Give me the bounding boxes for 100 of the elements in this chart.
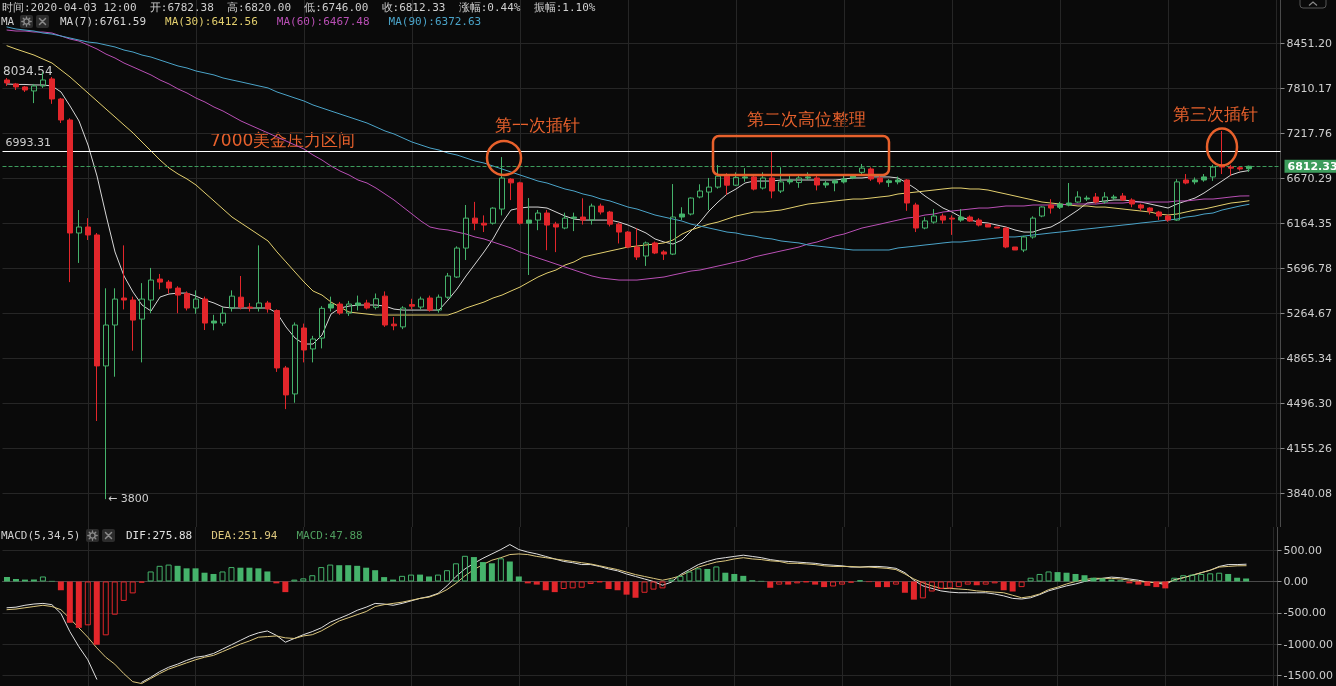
bar xyxy=(111,581,118,615)
candlestick xyxy=(157,273,163,290)
bar xyxy=(560,581,567,589)
candlestick xyxy=(751,173,757,191)
candlestick xyxy=(94,232,100,422)
candlestick xyxy=(1057,201,1063,210)
y-tick-label: 4155.26 xyxy=(1286,441,1332,455)
candlestick xyxy=(256,244,262,313)
candlestick xyxy=(391,316,397,331)
candlestick xyxy=(1075,190,1081,204)
bar xyxy=(1198,573,1205,582)
bar xyxy=(542,581,549,591)
y-tick-label: 5264.67 xyxy=(1286,306,1332,320)
candlestick xyxy=(697,183,703,199)
candlestick xyxy=(1003,226,1009,249)
bar xyxy=(39,576,46,582)
candlestick xyxy=(913,202,919,233)
candlestick xyxy=(175,285,181,314)
candlestick xyxy=(481,214,487,233)
bar xyxy=(883,581,890,588)
bar xyxy=(506,561,513,582)
bar xyxy=(973,581,980,586)
candlestick xyxy=(679,206,685,221)
candlestick xyxy=(184,290,190,311)
candlestick xyxy=(985,223,991,228)
bar xyxy=(479,562,486,582)
candlestick xyxy=(265,300,271,314)
candlestick xyxy=(661,249,667,261)
candlestick xyxy=(931,208,937,225)
candlestick xyxy=(229,289,235,313)
bar xyxy=(426,576,433,582)
bar xyxy=(578,581,585,588)
y-tick-label: -500.00 xyxy=(1283,606,1327,620)
candlestick xyxy=(1156,210,1162,221)
candlestick xyxy=(382,290,388,328)
bar xyxy=(363,567,370,582)
bar xyxy=(821,581,828,588)
bar xyxy=(892,581,899,585)
bar xyxy=(1144,581,1151,586)
bar xyxy=(937,581,944,589)
bar xyxy=(228,567,235,582)
bar xyxy=(533,581,540,585)
bar xyxy=(255,568,262,582)
candlestick xyxy=(724,172,730,196)
candlestick xyxy=(346,300,352,317)
candlestick xyxy=(301,323,307,363)
bar xyxy=(1027,577,1034,582)
candlestick xyxy=(112,287,118,378)
candlestick xyxy=(814,175,820,191)
bar xyxy=(515,576,522,582)
bar xyxy=(910,581,917,600)
y-tick-label: 7217.76 xyxy=(1286,126,1332,140)
candlestick xyxy=(742,167,748,183)
candlestick xyxy=(841,175,847,184)
candlestick xyxy=(517,181,523,226)
bar xyxy=(614,581,621,591)
bar xyxy=(551,581,558,593)
bar xyxy=(785,581,792,585)
bar xyxy=(650,581,657,590)
candlestick xyxy=(1210,164,1216,182)
candlestick xyxy=(625,230,631,249)
candlestick xyxy=(1093,192,1099,205)
annotation: 第二次高位整理 xyxy=(747,108,866,129)
bar xyxy=(569,581,576,589)
candlestick xyxy=(1039,205,1045,218)
bar xyxy=(1243,578,1250,582)
bar xyxy=(695,568,702,582)
bar xyxy=(461,555,468,582)
bar xyxy=(443,570,450,582)
candlestick xyxy=(796,173,802,189)
bar xyxy=(372,570,379,582)
bar xyxy=(300,578,307,582)
candlestick xyxy=(1138,203,1144,212)
candlestick xyxy=(787,175,793,185)
candlestick xyxy=(670,183,676,256)
candlestick xyxy=(508,177,514,201)
candlestick xyxy=(130,296,136,352)
y-tick-label: 0.00 xyxy=(1283,574,1309,588)
bar xyxy=(686,571,693,582)
bar xyxy=(381,577,388,582)
bar xyxy=(677,575,684,582)
y-tick-label: 6670.29 xyxy=(1286,171,1332,185)
candlestick xyxy=(49,76,55,105)
bar xyxy=(1081,575,1088,582)
candlestick xyxy=(1201,173,1207,183)
bar xyxy=(452,563,459,582)
candlestick xyxy=(1129,197,1135,208)
bar xyxy=(237,567,244,582)
bar xyxy=(345,565,352,582)
bar xyxy=(1036,573,1043,582)
candlestick xyxy=(1030,215,1036,240)
bar xyxy=(928,581,935,592)
candlestick xyxy=(1237,165,1243,172)
bar xyxy=(147,571,154,582)
candlestick xyxy=(121,244,127,310)
bar xyxy=(955,581,962,588)
candlestick xyxy=(922,216,928,230)
candlestick xyxy=(1165,213,1171,223)
candlestick xyxy=(283,365,289,410)
candlestick xyxy=(319,305,325,349)
